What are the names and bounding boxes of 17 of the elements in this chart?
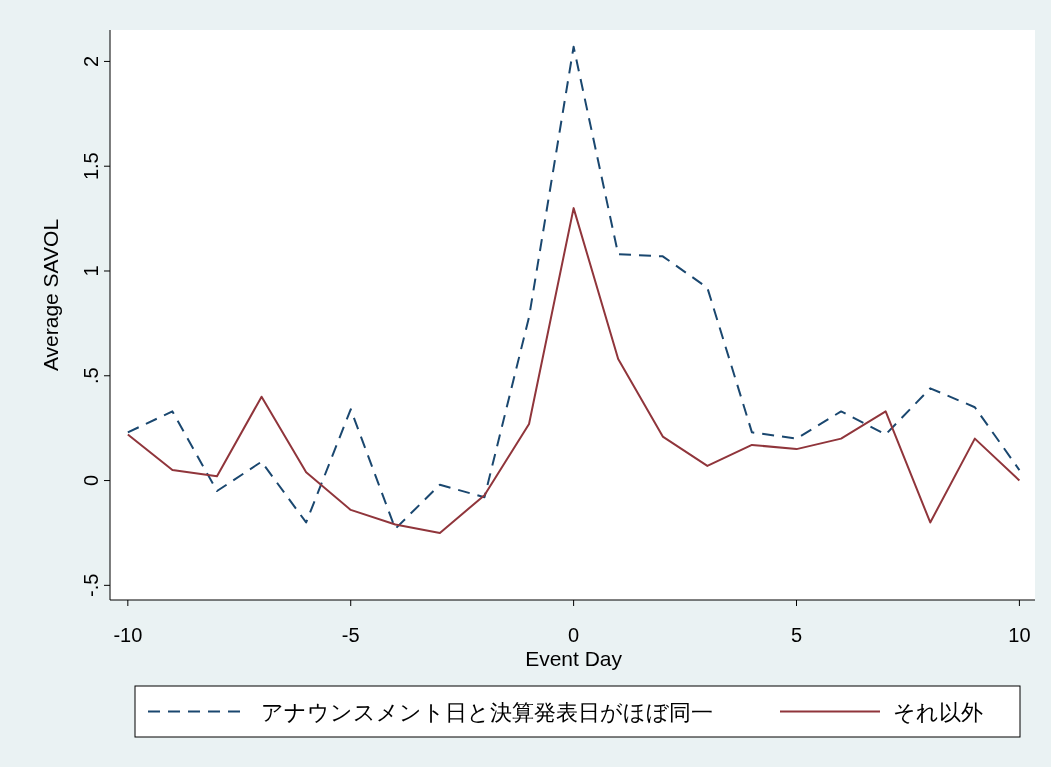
x-tick-label: 5 [790,624,803,646]
y-tick-label: 1 [80,265,102,277]
y-tick-label: -.5 [80,573,102,597]
legend-label: アナウンスメント日と決算発表日がほぼ同一 [261,699,713,725]
x-tick-label: -10 [113,624,143,646]
x-axis-title: Event Day [525,647,623,670]
line-series [126,207,1021,534]
x-tick-label: -5 [341,624,360,646]
y-tick-label: .5 [80,367,102,385]
x-tick-label: 10 [1008,624,1031,646]
line-series [126,45,1021,530]
legend-label: それ以外 [893,699,983,725]
y-tick-label: 1.5 [80,152,102,181]
y-tick-label: 0 [80,474,102,487]
x-tick-label: 0 [568,624,580,646]
y-axis-title: Average SAVOL [39,218,62,372]
y-tick-label: 2 [80,55,102,67]
